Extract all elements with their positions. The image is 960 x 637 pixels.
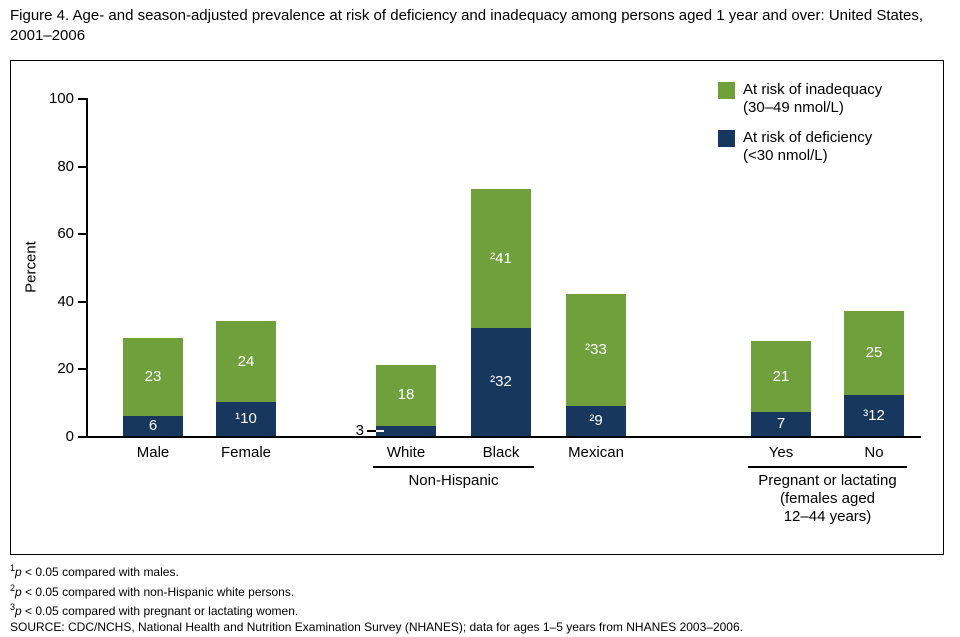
footnote-1: 1p < 0.05 compared with males.	[10, 561, 743, 581]
footnotes: 1p < 0.05 compared with males. 2p < 0.05…	[10, 561, 743, 635]
category-label: Female	[220, 444, 272, 461]
y-tick	[78, 98, 86, 100]
category-label: No	[864, 444, 884, 461]
group-label: Pregnant or lactating (females aged 12–44 …	[718, 472, 938, 526]
y-tick	[78, 436, 86, 438]
bar-value-label: ¹10	[235, 410, 257, 428]
group-label: Non-Hispanic	[344, 472, 564, 490]
bar-segment-inadequacy	[471, 189, 531, 328]
footnote-2: 2p < 0.05 compared with non-Hispanic whi…	[10, 581, 743, 601]
bar-segment-deficiency	[566, 405, 626, 436]
y-tick	[78, 300, 86, 303]
bar-segment-inadequacy	[844, 310, 904, 396]
legend-label-line1: At risk of deficiency	[743, 129, 873, 146]
group-bracket-line	[748, 466, 907, 468]
bar-segment-inadequacy	[216, 321, 276, 403]
label-leader-line-inner	[376, 429, 384, 432]
legend-label-deficiency: At risk of deficiency (<30 nmol/L)	[743, 129, 872, 165]
y-tick-label: 60	[57, 225, 74, 243]
bar-value-label: 21	[772, 367, 790, 385]
footnote-p: p	[15, 565, 22, 579]
group-label-line: 12–44 years)	[783, 508, 872, 525]
bar-segment-deficiency	[376, 425, 436, 436]
figure-title: Figure 4. Age- and season-adjusted preva…	[10, 7, 924, 44]
bar-value-label: ²9	[589, 411, 603, 429]
footnote-marker: 1	[10, 563, 16, 573]
legend: At risk of inadequacy (30–49 nmol/L) At …	[718, 81, 882, 177]
plot-area: 0 20 40 60 80 100 6 23 Male ¹10 24 Female 3 18 White ²3…	[11, 61, 943, 554]
y-tick	[78, 165, 86, 168]
group-bracket-line	[373, 466, 534, 468]
source-note: SOURCE: CDC/NCHS, National Health and Nu…	[10, 619, 743, 634]
label-leader-line	[367, 429, 376, 432]
bar-value-label: 7	[776, 415, 786, 433]
x-axis	[86, 436, 921, 438]
category-label: White	[386, 444, 426, 461]
group-label-line: Pregnant or lactating	[758, 472, 897, 489]
category-label: Male	[136, 444, 170, 461]
footnote-3: 3p < 0.05 compared with pregnant or lact…	[10, 600, 743, 620]
bar-value-label-outside: 3	[355, 421, 364, 439]
bar-value-label: 23	[144, 367, 162, 385]
bar-value-label: 24	[237, 352, 255, 370]
legend-item-inadequacy: At risk of inadequacy (30–49 nmol/L)	[718, 81, 882, 117]
bar-segment-deficiency	[844, 395, 904, 436]
category-label: Black	[482, 444, 520, 461]
bar-value-label: ²41	[490, 249, 512, 267]
legend-label-line1: At risk of inadequacy	[743, 81, 883, 98]
chart-area: Percent 0 20 40 60 80 100 6 23 Male ¹10 24 Female 3 1…	[10, 60, 944, 555]
bar-segment-deficiency	[751, 412, 811, 436]
y-tick-label: 100	[48, 90, 74, 107]
y-tick-label: 20	[57, 360, 74, 378]
bar-value-label: 25	[865, 344, 883, 362]
y-tick-label: 0	[65, 428, 74, 445]
footnote-p: p	[15, 604, 22, 618]
footnote-text: < 0.05 compared with males.	[21, 565, 179, 579]
legend-label-inadequacy: At risk of inadequacy (30–49 nmol/L)	[743, 81, 882, 117]
bar-segment-deficiency	[471, 327, 531, 436]
bar-segment-inadequacy	[566, 294, 626, 406]
category-label: Yes	[768, 444, 794, 461]
bar-segment-deficiency	[123, 415, 183, 436]
bar-segment-inadequacy	[751, 341, 811, 413]
legend-label-line2: (30–49 nmol/L)	[743, 99, 844, 116]
y-tick	[78, 368, 86, 371]
bar-value-label: 6	[148, 416, 158, 434]
bar-segment-inadequacy	[376, 365, 436, 426]
footnote-p: p	[15, 584, 22, 599]
group-label-line: (females aged	[779, 490, 876, 507]
legend-swatch-inadequacy	[718, 82, 735, 99]
y-tick-label: 80	[57, 157, 74, 175]
group-label-line: Non-Hispanic	[408, 472, 499, 489]
footnote-marker: 3	[10, 602, 16, 612]
footnote-text: < 0.05 compared with non-Hispanic white …	[21, 584, 295, 599]
y-tick-label: 40	[57, 292, 74, 310]
bar-segment-deficiency	[216, 402, 276, 436]
legend-item-deficiency: At risk of deficiency (<30 nmol/L)	[718, 129, 882, 165]
legend-swatch-deficiency	[718, 130, 735, 147]
category-label: Mexican	[568, 444, 624, 461]
bar-value-label: 18	[397, 386, 415, 404]
bar-value-label: ²33	[585, 340, 607, 358]
bar-value-label: ²32	[490, 372, 512, 390]
footnote-text: < 0.05 compared with pregnant or lactati…	[21, 604, 299, 618]
legend-label-line2: (<30 nmol/L)	[743, 147, 828, 164]
bar-value-label: ³12	[863, 406, 885, 424]
y-axis	[86, 98, 88, 438]
y-tick	[78, 233, 86, 236]
bar-segment-inadequacy	[123, 337, 183, 416]
footnote-marker: 2	[10, 582, 16, 593]
